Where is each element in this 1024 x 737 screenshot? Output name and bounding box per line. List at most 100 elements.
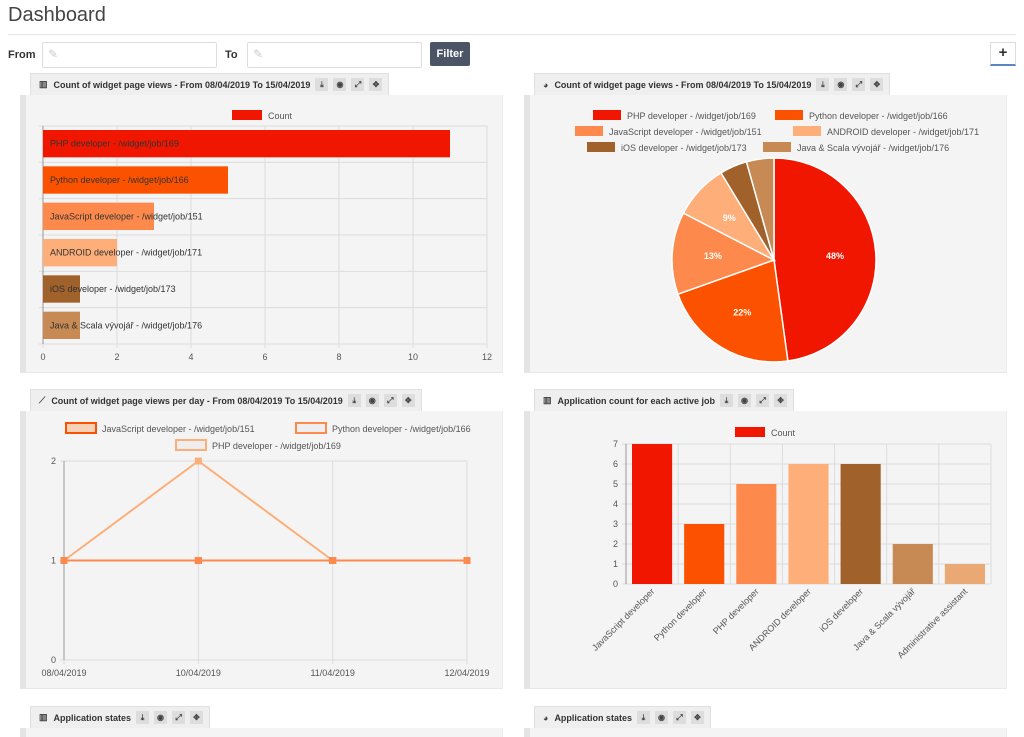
- download-icon[interactable]: ⤓: [720, 394, 734, 407]
- hide-icon[interactable]: ◉: [834, 78, 848, 91]
- y-tick-label: 0: [51, 655, 56, 665]
- x-tick-label: JavaScript developer: [590, 586, 657, 653]
- bar-category-label: Java & Scala vývojář - /widget/job/176: [50, 320, 202, 330]
- x-tick-label: iOS developer: [818, 586, 865, 633]
- download-icon[interactable]: ⤓: [816, 78, 830, 91]
- legend-label: JavaScript developer - /widget/job/151: [102, 424, 255, 434]
- hide-icon[interactable]: ◉: [738, 394, 752, 407]
- y-tick-label: 6: [613, 459, 618, 469]
- data-point: [194, 457, 202, 465]
- slice-label: 13%: [704, 251, 722, 261]
- legend-swatch: [775, 110, 803, 120]
- expand-icon[interactable]: ⤢: [383, 394, 397, 407]
- legend-swatch: [735, 427, 765, 437]
- bar: [892, 544, 933, 584]
- views-hbar-chart: Count 0 2 4 6 8 10 12 PHP developer - /widget/jo…: [39, 110, 492, 362]
- bar-chart-icon: ▥: [39, 79, 48, 89]
- y-tick-label: 3: [613, 519, 618, 529]
- filter-button[interactable]: Filter: [430, 42, 470, 66]
- applications-vbar-chart: Count 0 1 2 3 4 5 6 7 JavaScript developerPython …: [590, 427, 992, 660]
- y-tick-label: 0: [613, 579, 618, 589]
- hide-icon[interactable]: ◉: [154, 711, 168, 724]
- pie-slice: [745, 157, 775, 261]
- panel-title: Application count for each active job: [557, 395, 716, 406]
- x-tick-label: 12: [482, 352, 492, 362]
- move-icon[interactable]: ✥: [690, 711, 704, 724]
- slice-label: 48%: [826, 251, 844, 261]
- hide-icon[interactable]: ◉: [333, 78, 347, 91]
- legend-swatch: [65, 422, 97, 434]
- views-pie-chart: PHP developer - /widget/job/169 Python de…: [575, 110, 979, 363]
- add-widget-button[interactable]: +: [990, 42, 1016, 66]
- legend-swatch: [575, 126, 603, 136]
- views-per-day-line-chart: JavaScript developer - /widget/job/151 Py…: [41, 422, 490, 678]
- hide-icon[interactable]: ◉: [654, 711, 668, 724]
- states-bar-panel-header: ▥ Application states ⤓ ◉ ⤢ ✥: [30, 706, 211, 728]
- bar: [840, 464, 881, 584]
- pie-slice: [671, 212, 776, 296]
- from-date-input[interactable]: ✎: [42, 42, 217, 68]
- x-tick-label: Python developer: [652, 586, 709, 643]
- move-icon[interactable]: ✥: [401, 394, 415, 407]
- states-bar-panel: [20, 728, 503, 737]
- legend-label: JavaScript developer - /widget/job/151: [609, 127, 762, 137]
- hide-icon[interactable]: ◉: [365, 394, 379, 407]
- legend-swatch: [232, 110, 262, 120]
- expand-icon[interactable]: ⤢: [852, 78, 866, 91]
- x-tick-label: 6: [262, 352, 267, 362]
- bar: [43, 239, 117, 267]
- legend-label: Count: [268, 111, 293, 121]
- expand-icon[interactable]: ⤢: [672, 711, 686, 724]
- x-tick-label: 0: [40, 352, 45, 362]
- data-point: [194, 557, 202, 564]
- views-bar-panel: Count 0 2 4 6 8 10 12 PHP developer - /widget/jo…: [20, 95, 503, 373]
- panel-title: Application states: [554, 712, 632, 723]
- bar: [788, 464, 829, 584]
- line-chart-icon: ⟋: [39, 395, 46, 405]
- title-divider: [8, 34, 1016, 35]
- bar-category-label: Python developer - /widget/job/166: [50, 175, 189, 185]
- views-pie-panel-header: ◕ Count of widget page views - From 08/0…: [534, 73, 891, 95]
- move-icon[interactable]: ✥: [870, 78, 884, 91]
- download-icon[interactable]: ⤓: [136, 711, 150, 724]
- legend-swatch: [587, 142, 615, 152]
- move-icon[interactable]: ✥: [774, 394, 788, 407]
- bar: [944, 564, 985, 584]
- x-tick-label: 11/04/2019: [310, 668, 354, 678]
- applications-per-job-panel: Count 0 1 2 3 4 5 6 7 JavaScript developer Python …: [524, 411, 1007, 689]
- legend-swatch: [593, 110, 621, 120]
- download-icon[interactable]: ⤓: [347, 394, 361, 407]
- expand-icon[interactable]: ⤢: [351, 78, 365, 91]
- bar-chart-icon: ▥: [543, 395, 552, 405]
- legend-label: Python developer - /widget/job/166: [332, 424, 471, 434]
- views-per-day-panel: JavaScript developer - /widget/job/151 Py…: [20, 411, 503, 689]
- bar: [684, 524, 725, 584]
- data-point: [60, 557, 68, 564]
- move-icon[interactable]: ✥: [369, 78, 383, 91]
- bar: [43, 130, 450, 158]
- x-tick-label: 12/04/2019: [444, 668, 489, 678]
- to-date-input[interactable]: ✎: [247, 42, 422, 68]
- x-tick-label: PHP developer: [711, 586, 761, 636]
- y-tick-label: 2: [51, 456, 56, 466]
- bar-category-label: ANDROID developer - /widget/job/171: [50, 248, 202, 258]
- bar: [43, 311, 80, 339]
- to-label: To: [225, 49, 238, 61]
- expand-icon[interactable]: ⤢: [756, 394, 770, 407]
- x-tick-label: 4: [188, 352, 193, 362]
- move-icon[interactable]: ✥: [190, 711, 204, 724]
- y-tick-label: 2: [613, 539, 618, 549]
- slice-label: 22%: [733, 307, 751, 317]
- bar-chart-icon: ▥: [39, 712, 48, 722]
- legend-label: iOS developer - /widget/job/173: [621, 143, 747, 153]
- legend-label: PHP developer - /widget/job/169: [212, 441, 341, 451]
- download-icon[interactable]: ⤓: [636, 711, 650, 724]
- expand-icon[interactable]: ⤢: [172, 711, 186, 724]
- legend-label: Count: [771, 428, 796, 438]
- bar: [736, 484, 777, 584]
- download-icon[interactable]: ⤓: [315, 78, 329, 91]
- pencil-icon: ✎: [48, 47, 59, 61]
- bar-category-label: PHP developer - /widget/job/169: [50, 139, 179, 149]
- legend-label: Java & Scala vývojář - /widget/job/176: [797, 143, 949, 153]
- bar: [43, 202, 154, 230]
